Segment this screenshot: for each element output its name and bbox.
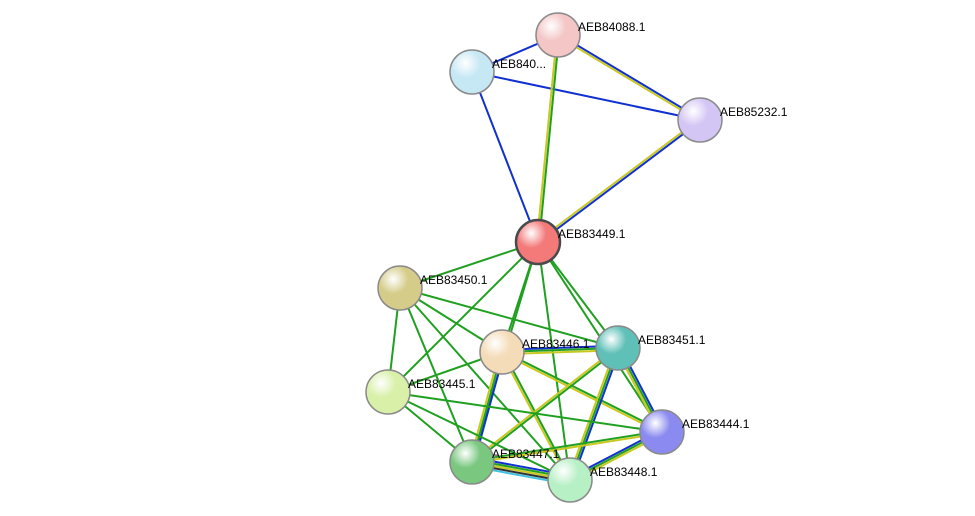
edge (537, 35, 557, 242)
protein-node[interactable] (548, 458, 592, 502)
protein-node[interactable] (480, 330, 524, 374)
edge (539, 121, 701, 243)
edge (559, 34, 701, 119)
protein-node[interactable] (596, 326, 640, 370)
protein-node[interactable] (678, 98, 722, 142)
edge (557, 36, 699, 121)
protein-node[interactable] (366, 370, 410, 414)
protein-node[interactable] (450, 50, 494, 94)
protein-node[interactable] (450, 440, 494, 484)
protein-node[interactable] (516, 220, 560, 264)
edge (472, 72, 538, 242)
protein-node[interactable] (640, 410, 684, 454)
network-diagram: AEB84088.1AEB840...AEB85232.1AEB83449.1A… (0, 0, 975, 516)
edge (539, 35, 559, 242)
edge (472, 72, 700, 120)
protein-node[interactable] (536, 13, 580, 57)
edge (537, 119, 699, 241)
protein-node[interactable] (378, 266, 422, 310)
